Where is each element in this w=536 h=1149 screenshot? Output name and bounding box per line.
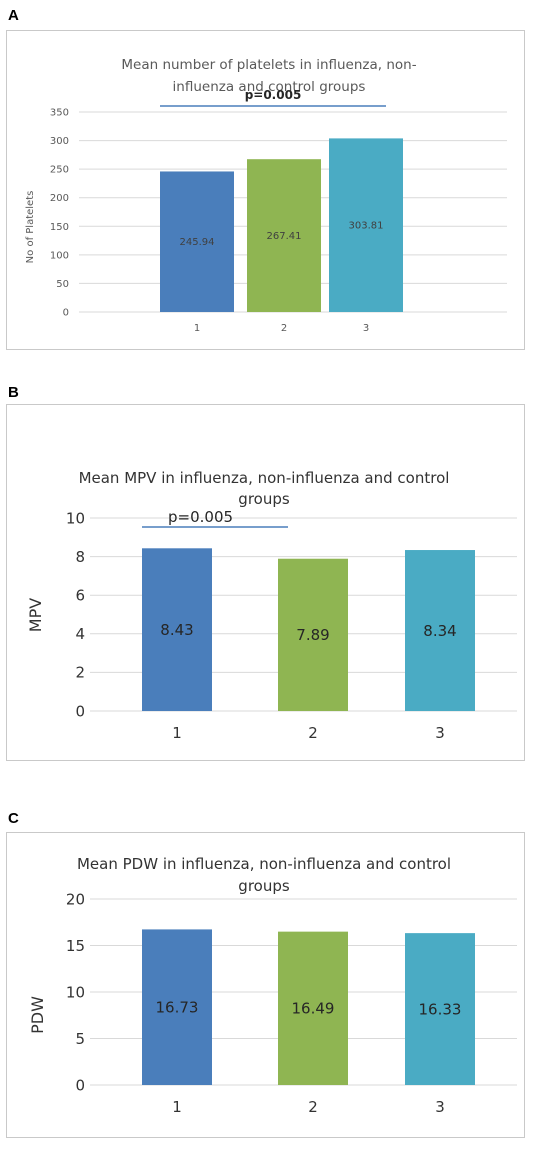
y-tick-label: 20 (66, 890, 85, 908)
x-tick-label: 3 (435, 724, 445, 742)
y-tick-label: 15 (66, 937, 85, 955)
y-tick-label: 50 (56, 279, 69, 290)
chart-title-line: groups (238, 877, 290, 895)
data-label: 8.43 (160, 621, 193, 639)
y-axis-label: MPV (26, 598, 45, 632)
x-tick-label: 1 (194, 323, 200, 334)
data-label: 303.81 (349, 221, 384, 232)
data-label: 16.49 (292, 1000, 335, 1018)
y-tick-label: 0 (63, 308, 69, 319)
chart-frame-b: Mean MPV in influenza, non-influenza and… (6, 404, 525, 761)
chart-frame-c: Mean PDW in influenza, non-influenza and… (6, 832, 525, 1138)
chart-a: Mean number of platelets in influenza, n… (25, 57, 507, 334)
bar-1 (142, 929, 212, 1085)
x-tick-label: 3 (363, 323, 369, 334)
y-tick-label: 350 (50, 108, 69, 119)
chart-title-line: Mean PDW in influenza, non-influenza and… (77, 855, 451, 873)
y-tick-label: 200 (50, 193, 69, 204)
y-tick-label: 10 (66, 983, 85, 1001)
y-tick-label: 2 (75, 664, 85, 682)
chart-frame-a: Mean number of platelets in influenza, n… (6, 30, 525, 350)
chart-title-line: Mean MPV in influenza, non-influenza and… (79, 469, 450, 487)
bar-1 (142, 548, 212, 711)
bar-2 (247, 159, 321, 312)
bar-3 (329, 138, 403, 312)
data-label: 245.94 (180, 237, 215, 248)
y-tick-label: 100 (50, 250, 69, 261)
chart-c: Mean PDW in influenza, non-influenza and… (28, 855, 517, 1116)
y-tick-label: 0 (75, 702, 85, 720)
y-tick-label: 6 (75, 586, 85, 604)
chart-title-line: groups (238, 490, 290, 508)
x-tick-label: 3 (435, 1098, 445, 1116)
significance-label: p=0.005 (245, 88, 302, 102)
panel-letter-c: C (8, 810, 19, 827)
data-label: 16.73 (156, 998, 199, 1016)
x-tick-label: 2 (308, 724, 318, 742)
x-tick-label: 1 (172, 1098, 182, 1116)
bar-3 (405, 933, 475, 1085)
bar-3 (405, 550, 475, 711)
y-tick-label: 8 (75, 548, 85, 566)
x-tick-label: 2 (308, 1098, 318, 1116)
significance-label: p=0.005 (168, 508, 233, 526)
chart-title-line: influenza and control groups (173, 79, 366, 95)
panel-letter-a: A (8, 7, 19, 24)
chart-b: Mean MPV in influenza, non-influenza and… (26, 469, 517, 742)
y-axis-label: No of Platelets (25, 191, 36, 264)
bar-2 (278, 558, 348, 711)
y-tick-label: 5 (75, 1030, 85, 1048)
data-label: 267.41 (267, 231, 302, 242)
x-tick-label: 2 (281, 323, 287, 334)
y-tick-label: 10 (66, 509, 85, 527)
y-tick-label: 250 (50, 165, 69, 176)
data-label: 7.89 (296, 626, 329, 644)
panel-letter-b: B (8, 384, 19, 401)
bar-2 (278, 931, 348, 1085)
y-axis-label: PDW (28, 996, 47, 1034)
x-tick-label: 1 (172, 724, 182, 742)
chart-title-line: Mean number of platelets in influenza, n… (121, 57, 416, 73)
y-tick-label: 300 (50, 136, 69, 147)
data-label: 16.33 (419, 1000, 462, 1018)
y-tick-label: 150 (50, 222, 69, 233)
y-tick-label: 0 (75, 1076, 85, 1094)
bar-1 (160, 171, 234, 312)
data-label: 8.34 (423, 622, 456, 640)
y-tick-label: 4 (75, 625, 85, 643)
